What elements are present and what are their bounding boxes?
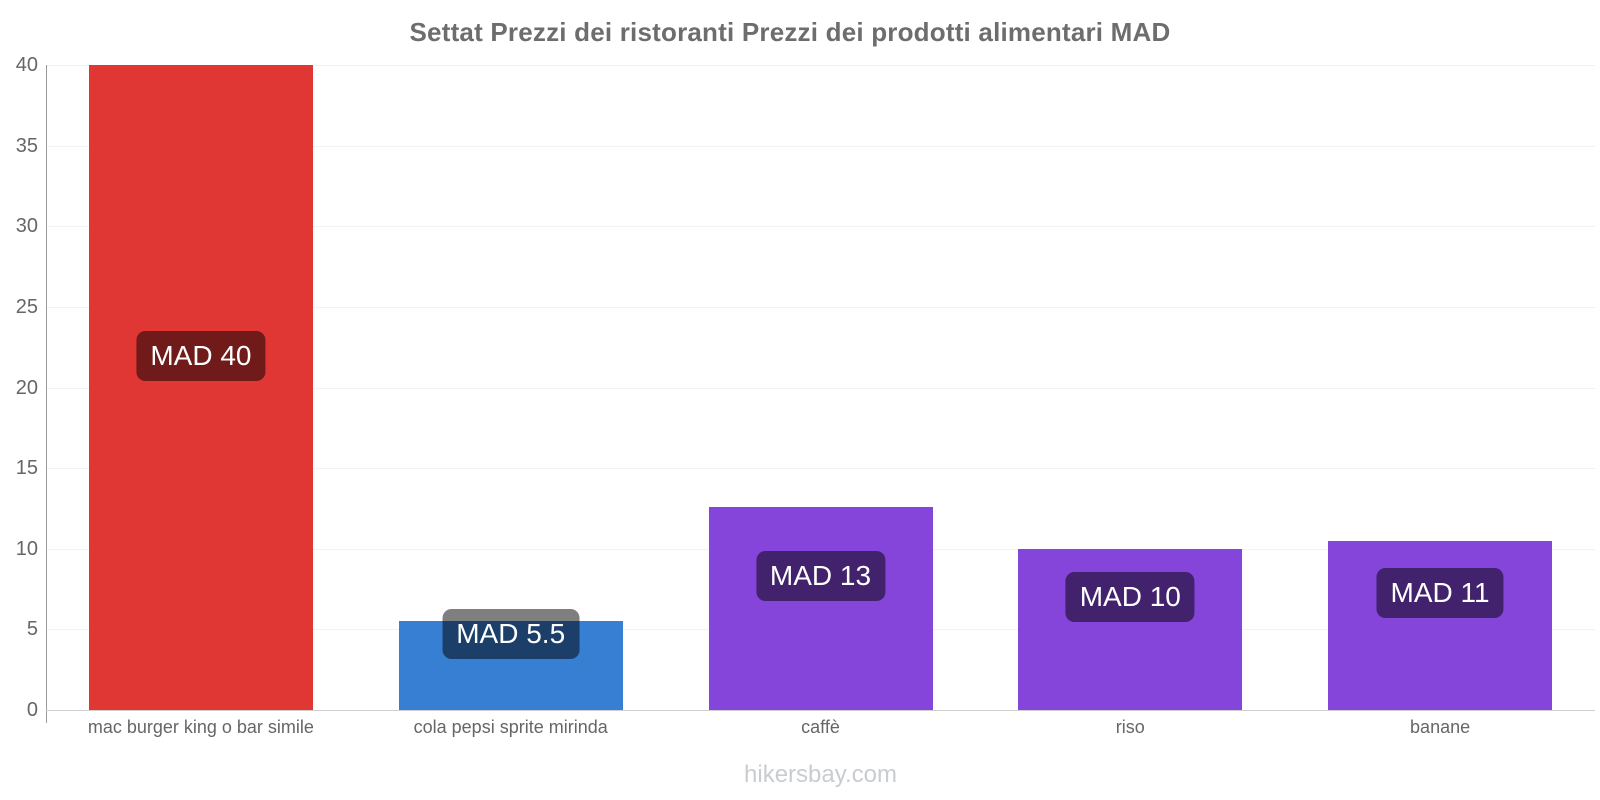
gridline-25 <box>46 306 1595 308</box>
x-axis-label-2: cola pepsi sprite mirinda <box>413 717 608 737</box>
y-tick-label-5: 5 <box>26 618 38 641</box>
x-axis-label-1: mac burger king o bar simile <box>87 717 314 737</box>
gridline-30 <box>46 226 1595 228</box>
y-tick-label-40: 40 <box>15 54 38 76</box>
x-axis-baseline <box>46 710 1595 711</box>
y-axis-line <box>46 65 47 723</box>
y-tick-label-20: 20 <box>15 376 38 399</box>
y-tick-label-25: 25 <box>15 295 38 318</box>
y-tick-label-35: 35 <box>15 134 38 157</box>
y-tick-label-15: 15 <box>15 457 38 480</box>
y-tick-label-30: 30 <box>15 215 38 238</box>
x-axis-label-5: banane <box>1410 717 1471 737</box>
bar-value-label-4: MAD 10 <box>1065 572 1195 623</box>
gridline-35 <box>46 145 1595 147</box>
x-axis-label-4: riso <box>1115 717 1145 737</box>
gridline-40 <box>46 65 1595 66</box>
credits-link[interactable]: hikersbay.com <box>744 761 897 788</box>
y-tick-label-10: 10 <box>15 537 38 560</box>
gridline-15 <box>46 468 1595 470</box>
y-tick-label-0: 0 <box>26 699 38 721</box>
bar-1[interactable] <box>88 65 313 710</box>
bar-value-label-5: MAD 11 <box>1376 568 1504 619</box>
bar-value-label-2: MAD 5.5 <box>442 608 580 659</box>
bar-value-label-1: MAD 40 <box>136 330 266 381</box>
x-axis-label-3: caffè <box>801 717 840 737</box>
gridline-20 <box>46 387 1595 389</box>
bar-3[interactable] <box>708 506 933 710</box>
chart-title: Settat Prezzi dei ristoranti Prezzi dei … <box>409 17 1171 47</box>
bar-value-label-3: MAD 13 <box>755 551 886 602</box>
bar-5[interactable] <box>1328 540 1553 710</box>
